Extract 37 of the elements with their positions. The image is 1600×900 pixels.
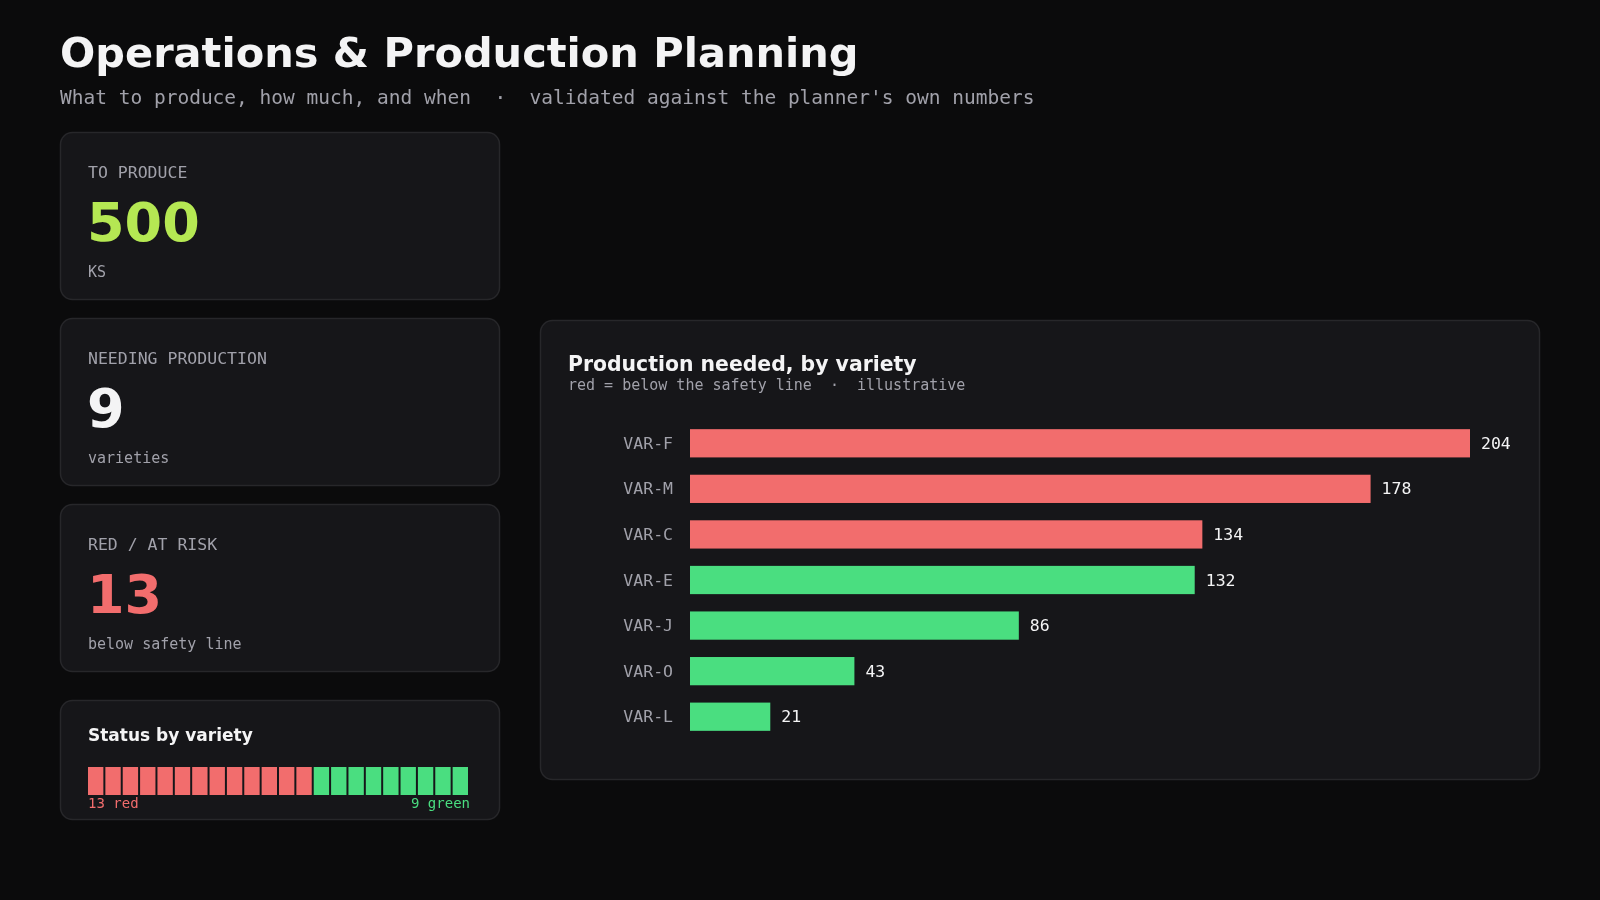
data-label: 9 green bbox=[410, 795, 470, 811]
y-tick-label: VAR-L bbox=[623, 707, 674, 727]
y-tick-label: VAR-E bbox=[623, 570, 673, 590]
data-label: 134 bbox=[1213, 524, 1244, 544]
text: TO PRODUCE bbox=[88, 163, 188, 182]
text: What to produce, how much, and when · validated against the planner's own numbers bbox=[60, 86, 1035, 109]
data-label: 43 bbox=[865, 661, 886, 681]
data-label: 132 bbox=[1205, 570, 1236, 590]
y-tick-label: VAR-C bbox=[623, 524, 673, 544]
data-label: 500 bbox=[87, 191, 200, 254]
data-label: 86 bbox=[1029, 616, 1050, 636]
text: Status by variety bbox=[88, 725, 253, 745]
bar bbox=[690, 474, 1371, 503]
data-label: 204 bbox=[1481, 433, 1511, 453]
data-label: 21 bbox=[781, 707, 802, 727]
chart-subtitle: red = below the safety line · illustrative bbox=[568, 376, 966, 394]
data-label: 13 bbox=[87, 563, 163, 626]
text: varieties bbox=[88, 449, 170, 467]
text: Operations & Production Planning bbox=[60, 28, 859, 77]
bar bbox=[690, 520, 1203, 549]
data-label: 9 bbox=[87, 377, 125, 440]
y-tick-label: VAR-J bbox=[623, 616, 673, 636]
text: RED / AT RISK bbox=[88, 535, 218, 554]
data-label: 178 bbox=[1381, 479, 1412, 499]
y-tick-label: VAR-M bbox=[623, 479, 674, 499]
text: KS bbox=[88, 263, 107, 281]
bar bbox=[690, 702, 771, 731]
chart-title: Production needed, by variety bbox=[568, 352, 917, 376]
bar bbox=[690, 611, 1019, 640]
bar bbox=[690, 657, 855, 686]
bar bbox=[690, 565, 1195, 595]
text: below safety line bbox=[88, 635, 242, 653]
bar bbox=[690, 429, 1470, 458]
y-tick-label: VAR-O bbox=[623, 661, 673, 681]
data-label: 13 red bbox=[88, 795, 139, 811]
y-tick-label: VAR-F bbox=[623, 433, 673, 453]
text: NEEDING PRODUCTION bbox=[88, 349, 267, 368]
